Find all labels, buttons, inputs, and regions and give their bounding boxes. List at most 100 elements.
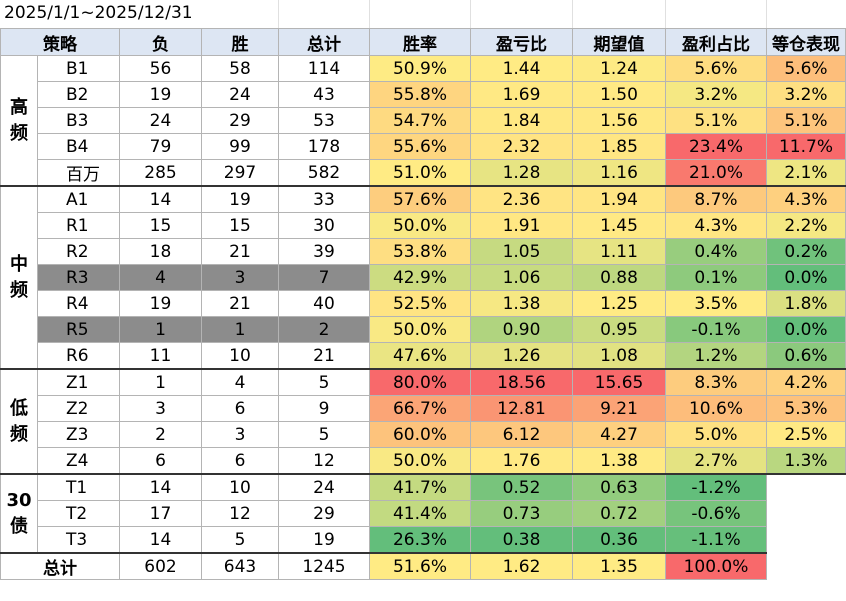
cell-loss: 6 [119,447,202,475]
cell-exp: 1.85 [572,133,666,160]
header-profit-share: 盈利占比 [665,28,767,56]
cell-equal: 1.3% [766,447,846,475]
cell-total: 114 [278,55,370,82]
cell-equal [766,474,846,501]
cell-ratio: 1.69 [470,81,573,108]
cell-win: 19 [201,185,279,213]
cell-share: 5.6% [665,55,767,82]
group-label-part: 中 [10,253,28,275]
cell-ratio: 1.26 [470,342,573,370]
cell-win: 12 [201,500,279,527]
cell-name: R2 [37,238,120,265]
cell-loss: 17 [119,500,202,527]
cell-loss: 79 [119,133,202,160]
cell-name: T3 [37,526,120,554]
cell-winrate: 41.4% [369,500,471,527]
cell-share: -0.6% [665,500,767,527]
cell-loss: 14 [119,473,202,501]
table-row: Z4 6 6 12 50.0% 1.76 1.38 2.7% 1.3% [1,447,846,475]
cell-exp: 0.88 [572,264,666,291]
cell-loss: 18 [119,238,202,265]
cell-loss: 19 [119,81,202,108]
cell-ratio: 1.44 [470,55,573,82]
cell-equal: 2.2% [766,212,846,239]
cell-exp: 1.38 [572,447,666,475]
cell-exp: 0.95 [572,316,666,343]
cell-name: Z1 [37,368,120,396]
cell-winrate: 55.6% [369,133,471,160]
cell-winrate: 55.8% [369,81,471,108]
group-label: 中频 [0,185,38,370]
cell-exp: 1.50 [572,81,666,108]
cell-winrate: 41.7% [369,473,471,501]
cell-equal: 0.0% [766,264,846,291]
cell-name: Z3 [37,421,120,448]
cell-win: 5 [201,526,279,554]
total-exp: 1.35 [572,552,666,580]
cell-name: R3 [37,264,120,291]
cell-name: R1 [37,212,120,239]
header-equal-position: 等仓表现 [766,28,846,56]
cell-share: 0.1% [665,264,767,291]
header-total: 总计 [278,28,370,56]
cell-winrate: 42.9% [369,264,471,291]
cell-winrate: 50.0% [369,316,471,343]
cell-total: 9 [278,395,370,422]
cell-winrate: 47.6% [369,342,471,370]
cell-ratio: 0.90 [470,316,573,343]
cell-share: 3.5% [665,290,767,317]
cell-share: 5.1% [665,107,767,134]
cell-loss: 2 [119,421,202,448]
date-range: 2025/1/1~2025/12/31 [4,3,193,23]
cell-total: 33 [278,185,370,213]
cell-loss: 24 [119,107,202,134]
cell-ratio: 1.06 [470,264,573,291]
table-row: R6 11 10 21 47.6% 1.26 1.08 1.2% 0.6% [1,342,846,370]
total-winrate: 51.6% [369,552,471,580]
cell-ratio: 2.32 [470,133,573,160]
cell-win: 6 [201,395,279,422]
cell-share: 4.3% [665,212,767,239]
cell-total: 12 [278,447,370,475]
cell-win: 10 [201,342,279,370]
cell-win: 15 [201,212,279,239]
cell-exp: 1.16 [572,159,666,187]
group-label-part: 低 [10,397,28,419]
cell-share: 5.0% [665,421,767,448]
cell-ratio: 2.36 [470,185,573,213]
cell-win: 1 [201,316,279,343]
cell-total: 29 [278,500,370,527]
cell-winrate: 50.0% [369,212,471,239]
cell-ratio: 1.91 [470,212,573,239]
cell-total: 19 [278,526,370,554]
cell-total: 30 [278,212,370,239]
cell-total: 40 [278,290,370,317]
table-row: R4 19 21 40 52.5% 1.38 1.25 3.5% 1.8% [1,290,846,317]
group-label: 30 债 [0,473,38,554]
header-strategy: 策略 [0,28,120,56]
group-label: 低频 [0,368,38,475]
cell-win: 99 [201,133,279,160]
header-winrate: 胜率 [369,28,471,56]
cell-name: R5 [37,316,120,343]
cell-name: R4 [37,290,120,317]
cell-share: -1.1% [665,526,767,554]
cell-equal: 0.2% [766,238,846,265]
cell-ratio: 18.56 [470,368,573,396]
cell-share: 0.4% [665,238,767,265]
total-row: 总计 602 643 1245 51.6% 1.62 1.35 100.0% [0,552,846,580]
cell-ratio: 12.81 [470,395,573,422]
cell-name: 百万 [37,159,120,187]
table-row: R1 15 15 30 50.0% 1.91 1.45 4.3% 2.2% [1,212,846,239]
cell-total: 5 [278,368,370,396]
total-label: 总计 [0,552,120,580]
total-share: 100.0% [665,552,767,580]
cell-equal: 5.6% [766,55,846,82]
total-ratio: 1.62 [470,552,573,580]
cell-win: 297 [201,159,279,187]
cell-exp: 0.72 [572,500,666,527]
cell-exp: 1.45 [572,212,666,239]
cell-total: 39 [278,238,370,265]
cell-loss: 3 [119,395,202,422]
cell-total: 5 [278,421,370,448]
